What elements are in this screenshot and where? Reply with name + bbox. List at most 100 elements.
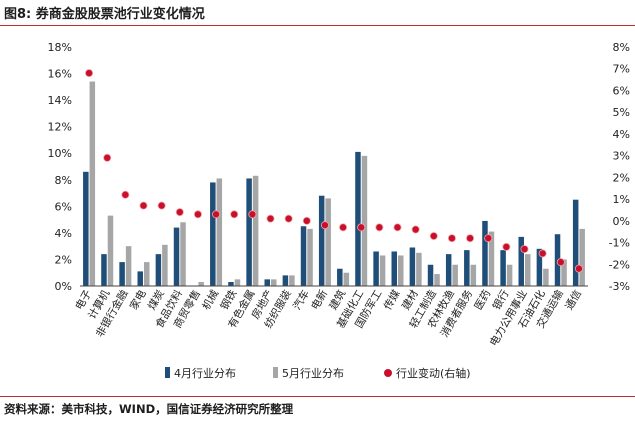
bar-april — [391, 251, 397, 286]
bar-may — [125, 246, 132, 286]
bar-april — [264, 279, 270, 286]
right-tick-label: -2% — [609, 258, 630, 271]
industry-change-chart: 0% 2% 4% 6% 8% 10% 12% 14% 16% 18% -3% -2% -1% 0% 1% 2… — [48, 41, 630, 380]
right-tick-label: -1% — [609, 237, 630, 250]
change-dot — [284, 214, 293, 223]
bar-may — [198, 282, 204, 286]
left-tick-label: 0% — [55, 280, 72, 293]
source-note: 资料来源：美市科技，WIND，国信证券经济研究所整理 — [4, 402, 294, 416]
change-dot — [466, 234, 475, 243]
change-series — [85, 69, 583, 273]
bar-may — [234, 279, 241, 286]
bar-april — [337, 268, 343, 286]
bar-april — [246, 178, 252, 286]
bar-may — [162, 244, 168, 286]
bar-may — [107, 215, 114, 286]
legend: 4月行业分布 5月行业分布 行业变动(右轴) — [165, 366, 471, 380]
change-dot — [502, 242, 511, 251]
bar-april — [500, 250, 506, 286]
left-tick-label: 18% — [48, 41, 72, 54]
category-label: 汽车 — [290, 288, 312, 313]
bar-april — [445, 254, 452, 286]
bar-april — [373, 251, 379, 286]
legend-label-change: 行业变动(右轴) — [396, 366, 471, 380]
change-dot — [157, 201, 166, 210]
category-label: 电新 — [308, 287, 330, 312]
right-tick-label: 2% — [613, 171, 630, 184]
change-dot — [520, 245, 529, 254]
change-dot — [193, 210, 202, 219]
change-dot — [266, 214, 275, 223]
bar-may — [434, 274, 440, 286]
bar-may — [506, 264, 513, 286]
bar-april — [518, 236, 524, 286]
left-tick-label: 6% — [55, 200, 72, 213]
bar-april — [282, 275, 289, 286]
bar-april — [355, 151, 361, 286]
right-tick-label: 7% — [613, 63, 630, 76]
left-tick-label: 16% — [48, 68, 72, 81]
bar-april — [155, 254, 162, 286]
bar-april — [300, 226, 307, 286]
bar-may — [89, 81, 96, 287]
right-tick-label: 0% — [613, 215, 630, 228]
bar-may — [289, 275, 295, 286]
bar-may — [216, 178, 223, 286]
bar-may — [307, 228, 313, 286]
bar-may — [452, 264, 458, 286]
change-dot — [411, 225, 420, 234]
legend-marker-april — [165, 367, 170, 378]
bar-april — [101, 254, 107, 286]
category-label: 家电 — [127, 287, 149, 312]
bar-may — [543, 268, 549, 286]
bar-april — [409, 247, 416, 286]
change-dot — [429, 232, 438, 241]
change-dot — [320, 221, 329, 230]
category-label: 传媒 — [381, 287, 403, 312]
right-axis: -3% -2% -1% 0% 1% 2% 3% 4% 5% 6% 7% 8% — [609, 41, 630, 293]
left-tick-label: 2% — [55, 253, 72, 266]
change-dot — [375, 223, 384, 232]
legend-label-april: 4月行业分布 — [174, 367, 236, 380]
bar-may — [379, 255, 386, 286]
left-tick-label: 8% — [55, 174, 72, 187]
right-tick-label: 8% — [613, 41, 630, 54]
title-rule — [0, 25, 635, 26]
left-tick-label: 12% — [48, 121, 72, 134]
right-tick-label: 1% — [613, 193, 630, 206]
change-dot — [556, 258, 565, 267]
bar-may — [325, 198, 331, 286]
legend-marker-may — [273, 367, 278, 378]
change-dot — [339, 223, 348, 232]
category-labels: 电子计算机非银行金融家电煤炭食品饮料商贸零售机械钢铁有色金属房地产纺织服装汽车电… — [73, 287, 585, 348]
change-dot — [484, 234, 493, 243]
bar-may — [271, 279, 277, 286]
bar-may — [361, 155, 368, 286]
bar-may — [252, 175, 259, 286]
change-dot — [302, 216, 311, 225]
bar-may — [343, 272, 350, 286]
change-dot — [139, 201, 148, 210]
bar-april — [464, 250, 470, 286]
right-tick-label: -3% — [609, 280, 630, 293]
bar-may — [144, 262, 150, 286]
bar-april — [228, 282, 234, 286]
bar-april — [210, 182, 216, 286]
change-dot — [103, 153, 112, 162]
legend-marker-change — [384, 369, 392, 377]
bar-may — [180, 222, 186, 286]
bar-april — [482, 220, 488, 286]
bar-april — [318, 195, 325, 286]
left-axis: 0% 2% 4% 6% 8% 10% 12% 14% 16% 18% — [48, 41, 72, 293]
bar-april — [137, 271, 143, 286]
right-tick-label: 5% — [613, 106, 630, 119]
legend-label-may: 5月行业分布 — [282, 367, 344, 380]
bar-april — [536, 248, 543, 286]
change-dot — [121, 190, 130, 199]
bar-may — [525, 254, 531, 286]
change-dot — [212, 210, 221, 219]
bar-april — [173, 227, 180, 286]
change-dot — [85, 69, 94, 78]
change-dot — [538, 249, 547, 258]
change-dot — [393, 223, 402, 232]
